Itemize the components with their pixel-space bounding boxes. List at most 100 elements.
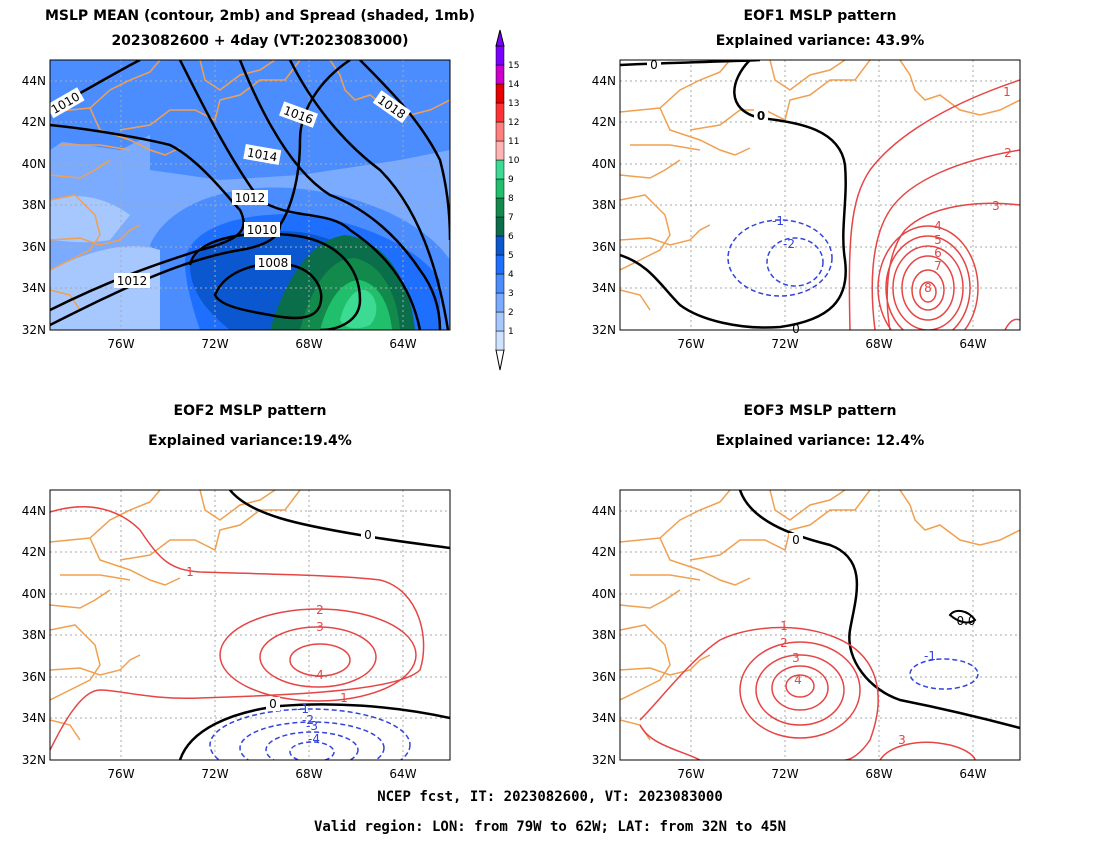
eof2-contour-label: 1 xyxy=(186,565,194,579)
colorbar-label: 15 xyxy=(508,61,519,71)
colorbar-swatch xyxy=(495,254,505,275)
eof1-contour-label: -1 xyxy=(772,214,784,228)
colorbar-label: 14 xyxy=(508,80,520,90)
lat-tick-label: 38N xyxy=(22,198,46,212)
eof1-contour-label: 8 xyxy=(924,281,932,295)
eof3-contours xyxy=(639,490,1020,760)
mean-panel-title-line1: MSLP MEAN (contour, 2mb) and Spread (sha… xyxy=(45,8,475,24)
eof1-contour-labels: 0 0 1 2 3 4 5 6 7 8 -1 -2 0 xyxy=(647,58,1012,336)
lat-tick-label: 42N xyxy=(22,115,46,129)
colorbar-label: 3 xyxy=(508,289,514,299)
mean-contour-label: 1012 xyxy=(235,191,266,205)
spread-shading xyxy=(50,60,450,330)
eof1-contour-label: 0 xyxy=(792,322,800,336)
lat-tick-label: 38N xyxy=(592,198,616,212)
mean-contour-label: 1014 xyxy=(246,145,279,164)
mean-contour-label: 1008 xyxy=(258,256,289,270)
lon-tick-label: 64W xyxy=(959,337,986,351)
colorbar-swatch xyxy=(495,311,505,332)
eof2-contour-label: 2 xyxy=(316,603,324,617)
colorbar-swatch xyxy=(495,178,505,199)
eof2-panel-title-line2: Explained variance:19.4% xyxy=(148,433,352,449)
eof1-grid xyxy=(620,60,1020,330)
eof3-panel-title-line1: EOF3 MSLP pattern xyxy=(743,403,897,419)
colorbar-swatch xyxy=(495,45,505,66)
lat-tick-label: 32N xyxy=(592,323,616,337)
footer-forecast-info: NCEP fcst, IT: 2023082600, VT: 202308300… xyxy=(377,789,723,805)
eof3-grid xyxy=(620,490,1020,760)
lat-tick-label: 34N xyxy=(22,711,46,725)
lon-tick-label: 72W xyxy=(201,337,228,351)
colorbar-swatch xyxy=(495,64,505,85)
lon-tick-label: 64W xyxy=(389,337,416,351)
eof2-panel-title-line1: EOF2 MSLP pattern xyxy=(173,403,327,419)
eof1-contour-label: -2 xyxy=(783,237,795,251)
lat-tick-label: 44N xyxy=(592,504,616,518)
lon-tick-label: 72W xyxy=(771,767,798,781)
eof2-map-panel: 0 1 2 3 4 1 0 -1 -2 -3 -4 xyxy=(49,489,451,761)
colorbar-label: 12 xyxy=(508,118,519,128)
colorbar-swatch xyxy=(495,121,505,142)
mean-contour-label: 1012 xyxy=(117,274,148,288)
eof1-map-panel: 0 0 1 2 3 4 5 6 7 8 -1 -2 0 xyxy=(619,58,1021,336)
eof3-contour-labels: 0 1 2 3 4 3 -1 0.0 xyxy=(780,533,976,747)
lon-tick-label: 64W xyxy=(389,767,416,781)
eof2-contour-label: -1 xyxy=(297,702,309,716)
eof2-coastlines xyxy=(50,490,301,741)
colorbar-lower-arrow xyxy=(495,349,505,371)
eof2-contour-label: 4 xyxy=(316,668,324,682)
colorbar-swatch xyxy=(495,197,505,218)
colorbar-swatch xyxy=(495,235,505,256)
eof3-contour-label: 4 xyxy=(794,673,802,687)
lon-tick-label: 68W xyxy=(295,337,322,351)
colorbar-label: 4 xyxy=(508,270,514,280)
lat-tick-label: 36N xyxy=(592,240,616,254)
lon-tick-label: 76W xyxy=(107,767,134,781)
lon-tick-label: 68W xyxy=(865,337,892,351)
lat-tick-label: 34N xyxy=(592,711,616,725)
mean-coastlines xyxy=(50,60,450,311)
lon-tick-label: 76W xyxy=(107,337,134,351)
colorbar-label: 9 xyxy=(508,175,514,185)
colorbar-swatch xyxy=(495,292,505,313)
eof3-panel-title-line2: Explained variance: 12.4% xyxy=(715,433,925,449)
eof1-contour-label: 7 xyxy=(934,259,942,273)
eof2-contour-label: 0 xyxy=(364,528,372,542)
colorbar-swatch xyxy=(495,330,505,351)
colorbar-label: 5 xyxy=(508,251,514,261)
lat-tick-label: 40N xyxy=(592,587,616,601)
lat-tick-label: 38N xyxy=(592,628,616,642)
mean-map-panel: 1010 1016 1018 1014 1012 1010 1008 1012 xyxy=(45,59,451,331)
lat-tick-label: 34N xyxy=(592,281,616,295)
eof1-contour-label: 2 xyxy=(1004,146,1012,160)
lat-tick-label: 38N xyxy=(22,628,46,642)
eof2-contour-labels: 0 1 2 3 4 1 0 -1 -2 -3 -4 xyxy=(186,528,375,746)
eof1-panel-title-line2: Explained variance: 43.9% xyxy=(715,33,925,49)
lat-tick-label: 36N xyxy=(592,670,616,684)
eof3-contour-label: 3 xyxy=(792,651,800,665)
lon-tick-label: 72W xyxy=(771,337,798,351)
lat-tick-label: 44N xyxy=(22,504,46,518)
eof3-contour-label: 0.0 xyxy=(956,614,975,628)
eof1-coastlines xyxy=(620,60,1020,311)
eof2-contour-label: -3 xyxy=(306,719,318,733)
colorbar-label: 1 xyxy=(508,327,514,337)
lat-tick-label: 36N xyxy=(22,670,46,684)
eof3-contour-label: 1 xyxy=(780,619,788,633)
colorbar-swatch xyxy=(495,216,505,237)
axis-labels: 44N 42N 40N 38N 36N 34N 32N 76W 72W 68W 64W 44N 42N 4… xyxy=(22,74,987,781)
lon-tick-label: 76W xyxy=(677,337,704,351)
lat-tick-label: 40N xyxy=(22,157,46,171)
eof2-contour-label: 0 xyxy=(269,697,277,711)
eof3-contour-label: 2 xyxy=(780,636,788,650)
eof1-contour-label: 3 xyxy=(992,199,1000,213)
lon-tick-label: 68W xyxy=(295,767,322,781)
eof1-map-frame xyxy=(619,59,1021,331)
lon-tick-label: 68W xyxy=(865,767,892,781)
lat-tick-label: 32N xyxy=(22,323,46,337)
mean-map-frame xyxy=(49,59,451,331)
eof2-contours xyxy=(50,490,450,760)
eof3-contour-label: 0 xyxy=(792,533,800,547)
eof1-contour-label: 4 xyxy=(934,219,942,233)
footer-valid-region: Valid region: LON: from 79W to 62W; LAT:… xyxy=(313,819,786,835)
